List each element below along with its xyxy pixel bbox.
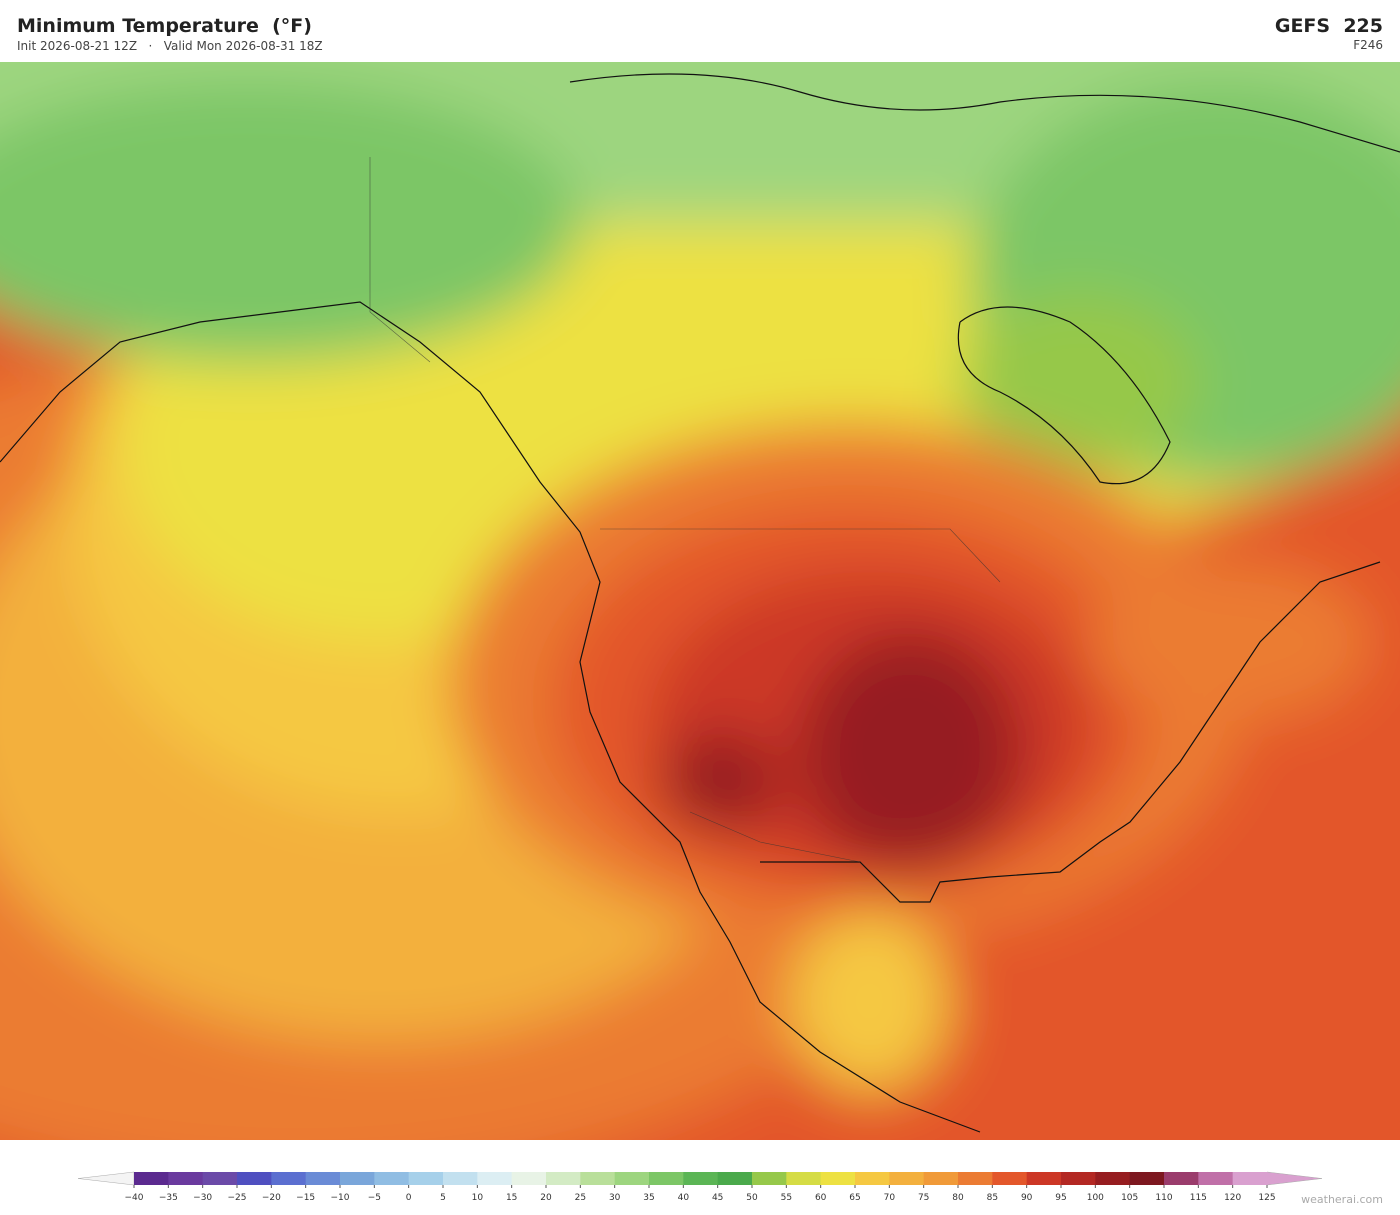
colorbar-tick-label: 5: [440, 1193, 446, 1203]
colorbar-tick-label: 65: [849, 1193, 860, 1203]
colorbar-bin: [340, 1172, 375, 1185]
forecast-hour: F246: [1353, 38, 1383, 52]
subtitle: Init 2026-08-21 12Z · Valid Mon 2026-08-…: [17, 39, 323, 53]
colorbar-tick-label: 125: [1258, 1193, 1275, 1203]
colorbar-tick-label: 25: [575, 1193, 586, 1203]
colorbar-tick-label: 60: [815, 1193, 827, 1203]
colorbar-bin: [305, 1172, 341, 1185]
colorbar-tick-label: 30: [609, 1193, 621, 1203]
colorbar-tick-label: 85: [987, 1193, 998, 1203]
colorbar-tick-label: −35: [159, 1193, 178, 1203]
colorbar-bin: [717, 1172, 753, 1185]
colorbar-bin: [1095, 1172, 1131, 1185]
colorbar-bin: [374, 1172, 410, 1185]
header: Minimum Temperature (°F) Init 2026-08-21…: [0, 0, 1400, 62]
colorbar-bin: [1164, 1172, 1199, 1185]
colorbar: −40 −35 −30 −25 −20 −15 −10 −5 0 5 10 15 20 25 30 35 40 4…: [77, 1171, 1323, 1203]
colorbar-tick-label: −25: [228, 1193, 247, 1203]
colorbar-bin: [168, 1172, 204, 1185]
colorbar-tick-label: −5: [368, 1193, 381, 1203]
colorbar-tick-label: 120: [1224, 1193, 1241, 1203]
colorbar-bin: [580, 1172, 616, 1185]
borders: [369, 157, 1001, 863]
colorbar-bin: [1061, 1172, 1096, 1185]
colorbar-tick-label: 10: [472, 1193, 484, 1203]
colorbar-bin: [786, 1172, 822, 1185]
coastlines: [0, 73, 1400, 1133]
colorbar-bin: [889, 1172, 925, 1185]
colorbar-tick-label: 80: [952, 1193, 964, 1203]
colorbar-tick-label: 0: [406, 1193, 412, 1203]
credit: weatherai.com: [1301, 1193, 1383, 1206]
colorbar-bin: [1198, 1172, 1234, 1185]
colorbar-bin: [511, 1172, 547, 1185]
colorbar-bin: [477, 1172, 513, 1185]
colorbar-tick-label: −15: [296, 1193, 315, 1203]
colorbar-tick-label: 110: [1155, 1193, 1172, 1203]
colorbar-bin: [134, 1172, 169, 1185]
colorbar-tick-label: 105: [1121, 1193, 1138, 1203]
colorbar-bin: [271, 1172, 307, 1185]
colorbar-bin: [1026, 1172, 1062, 1185]
colorbar-tick-label: 55: [781, 1193, 792, 1203]
colorbar-bin: [408, 1172, 444, 1185]
colorbar-tick-label: 115: [1190, 1193, 1207, 1203]
colorbar-bin: [202, 1172, 238, 1185]
colorbar-bin: [1232, 1172, 1268, 1185]
colorbar-bin: [546, 1172, 581, 1185]
colorbar-bin: [649, 1172, 684, 1185]
colorbar-bin: [443, 1172, 478, 1185]
colorbar-bin: [992, 1172, 1028, 1185]
colorbar-tick-label: 100: [1087, 1193, 1104, 1203]
colorbar-bin: [923, 1172, 959, 1185]
colorbar-tick-label: 40: [678, 1193, 690, 1203]
colorbar-tick-label: 15: [506, 1193, 517, 1203]
colorbar-bin: [820, 1172, 856, 1185]
colorbar-tick-label: 70: [884, 1193, 896, 1203]
colorbar-bin: [237, 1172, 272, 1185]
map: [0, 62, 1400, 1140]
colorbar-tick-label: 45: [712, 1193, 723, 1203]
colorbar-bin: [855, 1172, 890, 1185]
colorbar-bin: [958, 1172, 993, 1185]
colorbar-bin: [1129, 1172, 1165, 1185]
colorbar-extend-high: [1266, 1171, 1323, 1186]
colorbar-tick-label: 95: [1055, 1193, 1066, 1203]
colorbar-tick-label: 50: [746, 1193, 758, 1203]
title: Minimum Temperature (°F): [17, 15, 312, 37]
colorbar-bin: [752, 1172, 787, 1185]
colorbar-tick-label: −10: [331, 1193, 350, 1203]
colorbar-tick-label: 90: [1021, 1193, 1033, 1203]
colorbar-tick-label: −30: [193, 1193, 212, 1203]
colorbar-bin: [614, 1172, 650, 1185]
colorbar-tick-label: 35: [643, 1193, 654, 1203]
colorbar-bin: [683, 1172, 719, 1185]
model: GEFS 225: [1274, 15, 1383, 37]
colorbar-tick-label: 75: [918, 1193, 929, 1203]
colorbar-tick-label: −20: [262, 1193, 281, 1203]
colorbar-tick-label: −40: [125, 1193, 144, 1203]
colorbar-extend-low: [77, 1171, 135, 1186]
colorbar-tick-label: 20: [540, 1193, 552, 1203]
